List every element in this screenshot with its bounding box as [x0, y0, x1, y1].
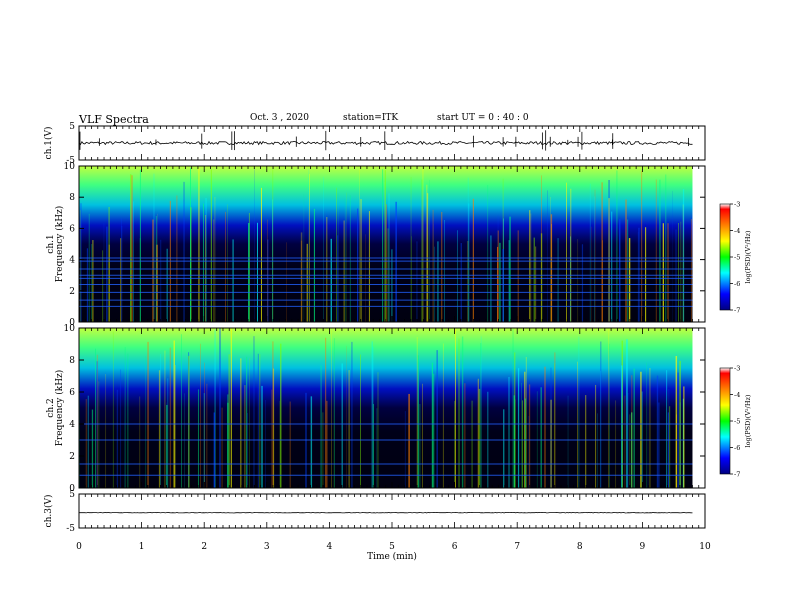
- x-axis-label: Time (min): [367, 551, 417, 562]
- ch2-spectrogram-panel: 0 2 4 6 8 10 ch.2 Frequency (kHz): [46, 324, 706, 494]
- ch1-spectrogram-panel: 0 2 4 6 8 10 ch.1 Frequency (kHz): [46, 162, 706, 328]
- ch2-colorbar: -3 -4 -5 -6 -7 log(PSD)(V²/Hz): [719, 365, 752, 479]
- start-time-label: start UT = 0 : 40 : 0: [437, 113, 529, 123]
- x-tick-label: 4: [327, 542, 333, 552]
- y-tick-label: 6: [69, 388, 75, 398]
- colorbar-tick-label: -3: [734, 365, 740, 373]
- colorbar-tick-label: -4: [734, 227, 740, 235]
- spectrogram-image: [79, 328, 693, 488]
- y-tick-label: -5: [66, 524, 75, 534]
- y-axis-label: Frequency (kHz): [54, 206, 65, 283]
- y-axis-label: Frequency (kHz): [54, 370, 65, 447]
- colorbar-tick-label: -5: [734, 418, 740, 426]
- colorbar-gradient: [719, 203, 731, 311]
- y-tick-label: 4: [69, 256, 75, 266]
- y-axis-label: ch.2: [46, 398, 56, 417]
- y-tick-label: 6: [69, 224, 75, 234]
- colorbar-tick-label: -5: [734, 254, 740, 262]
- y-tick-label: 2: [69, 452, 75, 462]
- colorbar-tick-label: -4: [734, 391, 740, 399]
- spectrogram-image: [79, 166, 693, 322]
- x-tick-label: 2: [201, 542, 207, 552]
- ch1-voltage-trace: [78, 140, 693, 146]
- y-axis-label: ch.1(V): [43, 127, 54, 160]
- colorbar-gradient: [719, 367, 731, 475]
- x-tick-label: 10: [699, 542, 711, 552]
- x-tick-label: 5: [389, 542, 395, 552]
- colorbar-label: log(PSD)(V²/Hz): [744, 230, 752, 283]
- y-tick-label: 8: [69, 193, 75, 203]
- y-axis-label: ch.1: [46, 234, 56, 253]
- x-tick-label: 8: [577, 542, 583, 552]
- x-tick-label: 3: [264, 542, 270, 552]
- colorbar-tick-label: -7: [734, 471, 740, 479]
- colorbar-tick-label: -7: [734, 307, 740, 315]
- ch1-colorbar: -3 -4 -5 -6 -7 log(PSD)(V²/Hz): [719, 201, 752, 315]
- date-label: Oct. 3 , 2020: [250, 113, 309, 123]
- colorbar-tick-label: -3: [734, 201, 740, 209]
- colorbar-tick-label: -6: [734, 444, 740, 452]
- y-tick-label: 2: [69, 287, 75, 297]
- y-tick-label: 10: [64, 324, 76, 334]
- x-tick-label: 9: [640, 542, 646, 552]
- y-tick-label: 4: [69, 420, 75, 430]
- ch1-voltage-panel: 5 -5 ch.1(V): [43, 122, 706, 166]
- ch3-voltage-trace: [78, 511, 693, 514]
- y-axis-label: ch.3(V): [43, 495, 54, 528]
- x-tick-label: 1: [139, 542, 145, 552]
- y-tick-label: 8: [69, 356, 75, 366]
- time-axis: 0 1 2 3 4 5 6 7 8 9 10 Time (min): [76, 542, 711, 562]
- y-tick-label: 5: [69, 490, 75, 500]
- x-tick-label: 6: [452, 542, 458, 552]
- ch3-voltage-panel: 5 -5 ch.3(V): [43, 490, 706, 534]
- station-label: station=ITK: [343, 113, 399, 123]
- chart-title: VLF Spectra: [79, 113, 149, 126]
- y-tick-label: 0: [69, 318, 75, 328]
- y-tick-label: 0: [69, 484, 75, 494]
- colorbar-tick-label: -6: [734, 280, 740, 288]
- x-tick-label: 0: [76, 542, 82, 552]
- colorbar-label: log(PSD)(V²/Hz): [744, 394, 752, 447]
- x-tick-label: 7: [514, 542, 520, 552]
- y-tick-label: 10: [64, 162, 76, 172]
- y-tick-label: 5: [69, 122, 75, 132]
- y-tick-label: -5: [66, 156, 75, 166]
